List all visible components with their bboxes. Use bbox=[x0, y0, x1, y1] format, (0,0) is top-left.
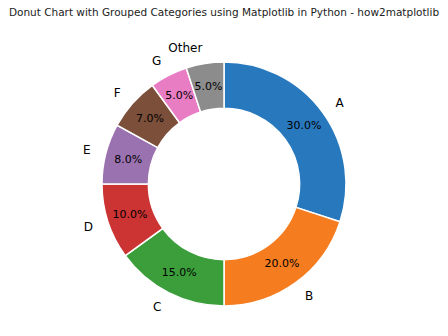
category-label: C bbox=[153, 300, 161, 314]
category-label: F bbox=[114, 86, 121, 100]
data-label: 5.0% bbox=[195, 80, 223, 93]
slice bbox=[224, 62, 346, 222]
data-label: 20.0% bbox=[265, 257, 300, 270]
category-label: E bbox=[83, 143, 91, 157]
category-label: D bbox=[84, 220, 93, 234]
category-label: G bbox=[152, 54, 161, 68]
category-label: Other bbox=[168, 41, 202, 55]
data-label: 8.0% bbox=[114, 153, 142, 166]
chart: Donut Chart with Grouped Categories usin… bbox=[0, 0, 448, 336]
data-label: 5.0% bbox=[165, 89, 193, 102]
data-label: 7.0% bbox=[136, 112, 164, 125]
data-label: 15.0% bbox=[162, 266, 197, 279]
slice bbox=[102, 184, 163, 256]
slice bbox=[224, 207, 340, 306]
slices bbox=[102, 62, 346, 306]
data-label: 10.0% bbox=[113, 208, 148, 221]
data-label: 30.0% bbox=[286, 119, 321, 132]
category-label: A bbox=[336, 96, 345, 110]
slice bbox=[186, 62, 224, 112]
category-label: B bbox=[305, 289, 313, 303]
labels: 30.0% A 20.0% B 15.0% C 10.0% D 8.0% E 7.0% F 5.0% G 5… bbox=[83, 41, 345, 314]
title: Donut Chart with Grouped Categories usin… bbox=[9, 6, 440, 18]
